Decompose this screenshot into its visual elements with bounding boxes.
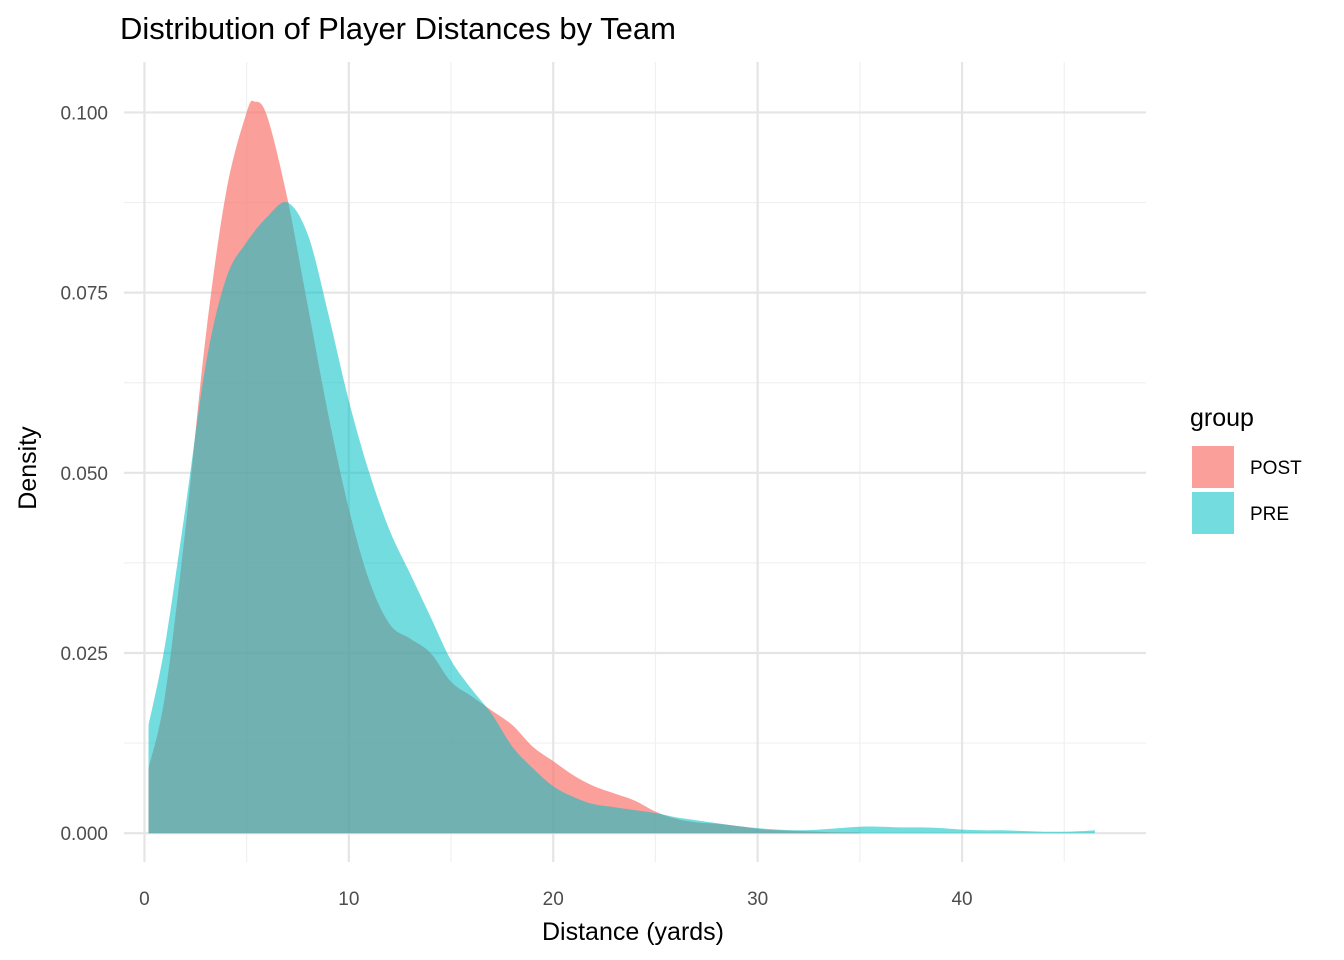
legend: group POST PRE — [1190, 404, 1302, 534]
x-tick-label: 40 — [951, 889, 972, 910]
legend-items: POST PRE — [1192, 446, 1302, 534]
x-tick-label: 20 — [543, 889, 564, 910]
y-tick-label: 0.050 — [60, 464, 108, 485]
legend-label-post: POST — [1250, 458, 1302, 479]
x-axis-title: Distance (yards) — [542, 918, 724, 946]
y-tick-label: 0.025 — [60, 644, 108, 665]
legend-title: group — [1190, 404, 1254, 432]
y-axis-tick-labels: 0.000 0.025 0.050 0.075 0.100 — [60, 103, 108, 845]
legend-key-post — [1192, 446, 1234, 488]
legend-key-pre — [1192, 492, 1234, 534]
x-axis-tick-labels: 0 10 20 30 40 — [139, 889, 972, 910]
density-areas — [148, 100, 1095, 834]
y-axis-title: Density — [14, 426, 42, 510]
x-tick-label: 10 — [338, 889, 359, 910]
y-tick-label: 0.100 — [60, 103, 108, 124]
chart-title: Distribution of Player Distances by Team — [120, 11, 676, 46]
density-area-pre — [148, 201, 1095, 834]
x-tick-label: 0 — [139, 889, 150, 910]
grid-major-lines — [124, 62, 1146, 862]
legend-label-pre: PRE — [1250, 504, 1289, 525]
x-tick-label: 30 — [747, 889, 768, 910]
y-tick-label: 0.000 — [60, 824, 108, 845]
y-tick-label: 0.075 — [60, 284, 108, 305]
